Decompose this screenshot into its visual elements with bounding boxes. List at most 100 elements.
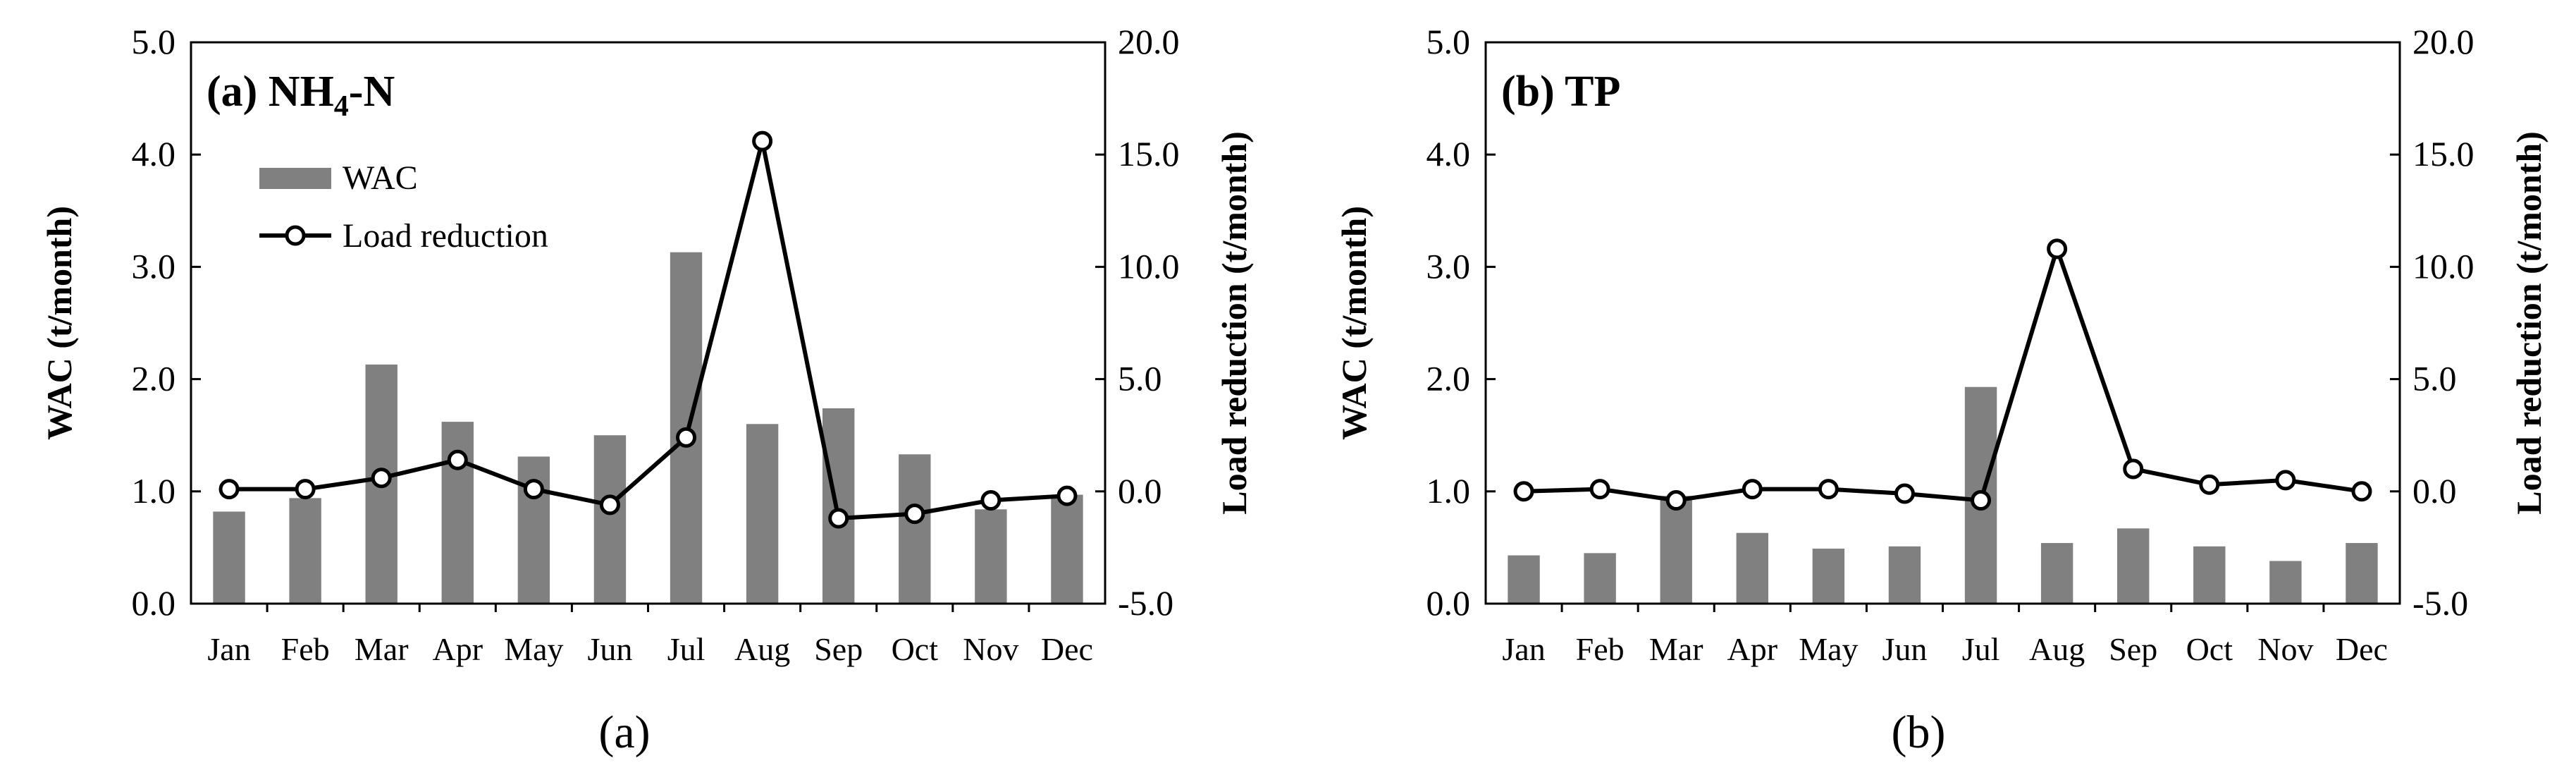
x-tick-label: Oct xyxy=(892,631,939,667)
point-load-reduction-mar xyxy=(371,468,392,489)
x-tick-label: Jan xyxy=(207,631,250,667)
chart-title: (b) TP xyxy=(1501,68,1620,116)
point-load-reduction-aug xyxy=(752,130,773,152)
x-tick-label: Mar xyxy=(1649,631,1703,667)
line-load-reduction xyxy=(229,139,1068,521)
point-load-reduction-sep xyxy=(828,508,849,529)
y2-tick-label: 0.0 xyxy=(1118,471,1162,511)
point-load-reduction-nov xyxy=(980,490,1002,511)
point-load-reduction-nov xyxy=(2275,470,2296,491)
y-tick-label: 4.0 xyxy=(1426,134,1471,173)
point-load-reduction-sep xyxy=(2123,458,2144,480)
chart-title-main: (a) NH xyxy=(207,68,334,116)
y-tick-label: 0.0 xyxy=(132,583,176,623)
bar-wac-sep xyxy=(2117,528,2150,604)
y-tick-label: 5.0 xyxy=(132,22,176,61)
x-tick-label: Feb xyxy=(1576,631,1625,667)
bar-wac-nov xyxy=(2269,561,2302,604)
y2-tick-label: -5.0 xyxy=(2412,583,2468,623)
point-load-reduction-oct xyxy=(2199,474,2220,495)
x-tick-label: Apr xyxy=(1727,631,1778,667)
plot-frame xyxy=(190,41,1107,605)
bar-wac-oct xyxy=(899,454,931,604)
point-load-reduction-jan xyxy=(218,479,240,500)
plot-frame xyxy=(1484,41,2401,605)
x-tick-label: Sep xyxy=(814,631,863,667)
point-load-reduction-dec xyxy=(1056,485,1078,506)
bar-wac-apr xyxy=(441,422,474,604)
y-tick-label: 3.0 xyxy=(1426,246,1471,286)
bar-wac-feb xyxy=(289,498,321,604)
x-tick-label: Sep xyxy=(2109,631,2157,667)
legend-swatch-wac xyxy=(259,168,331,189)
y-tick-label: 2.0 xyxy=(132,359,176,398)
bar-wac-dec xyxy=(2346,543,2378,604)
bar-wac-jan xyxy=(213,511,245,604)
y2-tick-label: -5.0 xyxy=(1118,583,1173,623)
x-tick-label: Dec xyxy=(2336,631,2388,667)
chart-title-subscript: 4 xyxy=(334,90,349,123)
point-load-reduction-mar xyxy=(1665,490,1687,511)
bar-wac-nov xyxy=(975,509,1007,604)
bar-wac-jan xyxy=(1508,555,1540,604)
x-tick-label: Aug xyxy=(2029,631,2085,667)
x-tick-label: Dec xyxy=(1041,631,1093,667)
bar-wac-mar xyxy=(1660,496,1692,604)
x-tick-label: Nov xyxy=(963,631,1018,667)
y2-axis-title: Load reduction (t/month) xyxy=(1214,131,1254,515)
point-load-reduction-jan xyxy=(1513,481,1534,502)
y2-tick-label: 5.0 xyxy=(2412,359,2457,398)
y-tick-label: 5.0 xyxy=(1426,22,1471,61)
bar-wac-sep xyxy=(822,408,855,604)
y-tick-label: 0.0 xyxy=(1426,583,1471,623)
bar-wac-apr xyxy=(1736,532,1768,604)
point-load-reduction-aug xyxy=(2047,238,2068,260)
point-load-reduction-may xyxy=(1818,479,1839,500)
point-load-reduction-apr xyxy=(1742,479,1763,500)
bar-wac-aug xyxy=(2040,543,2073,604)
y2-tick-label: 15.0 xyxy=(2412,134,2475,173)
x-tick-label: Jun xyxy=(588,631,633,667)
chart-title-suffix: -N xyxy=(349,68,395,116)
panel-caption: (b) xyxy=(1892,707,1946,758)
bar-wac-dec xyxy=(1051,494,1083,604)
bar-wac-jun xyxy=(593,435,627,604)
x-tick-label: Jun xyxy=(1882,631,1928,667)
y-tick-label: 1.0 xyxy=(132,471,176,511)
bar-wac-aug xyxy=(746,424,779,604)
point-load-reduction-jun xyxy=(599,494,620,515)
y2-tick-label: 0.0 xyxy=(2412,471,2457,511)
bar-wac-oct xyxy=(2193,546,2226,604)
y-tick-label: 1.0 xyxy=(1426,471,1471,511)
y2-tick-label: 15.0 xyxy=(1118,134,1180,173)
y-tick-label: 3.0 xyxy=(132,246,176,286)
legend-label-load-reduction: Load reduction xyxy=(343,217,548,255)
y2-tick-label: 20.0 xyxy=(2412,22,2475,61)
point-load-reduction-oct xyxy=(904,504,925,525)
x-tick-label: Nov xyxy=(2257,631,2313,667)
line-load-reduction xyxy=(1523,246,2362,503)
x-tick-label: Feb xyxy=(281,631,330,667)
x-tick-label: Aug xyxy=(734,631,790,667)
y2-axis-title: Load reduction (t/month) xyxy=(2509,131,2549,515)
legend-label-wac: WAC xyxy=(343,159,418,197)
point-load-reduction-may xyxy=(523,479,544,500)
panel-caption: (a) xyxy=(598,707,650,758)
chart-panel-a: 0.0 1.0 2.0 3.0 4.0 5.0 -5.0 0.0 5.0 10.0 15.0 20.0… xyxy=(39,22,1254,758)
x-tick-label: Jul xyxy=(667,631,705,667)
bar-wac-feb xyxy=(1584,553,1616,604)
point-load-reduction-jun xyxy=(1894,483,1915,504)
x-tick-label: May xyxy=(1799,631,1858,667)
x-tick-label: Mar xyxy=(355,631,409,667)
point-load-reduction-jul xyxy=(676,427,697,448)
y-tick-label: 4.0 xyxy=(132,134,176,173)
chart-title: (a) NH4-N xyxy=(207,68,395,123)
y2-tick-label: 10.0 xyxy=(1118,246,1180,286)
bar-wac-jun xyxy=(1888,546,1921,604)
point-load-reduction-jul xyxy=(1971,490,1992,511)
legend-swatch-marker xyxy=(285,225,306,246)
chart-panel-b: 0.0 1.0 2.0 3.0 4.0 5.0 -5.0 0.0 5.0 10.0 15.0 20.0… xyxy=(1334,22,2549,758)
point-load-reduction-feb xyxy=(295,479,316,500)
x-tick-label: Apr xyxy=(433,631,483,667)
x-tick-label: Jan xyxy=(1502,631,1545,667)
